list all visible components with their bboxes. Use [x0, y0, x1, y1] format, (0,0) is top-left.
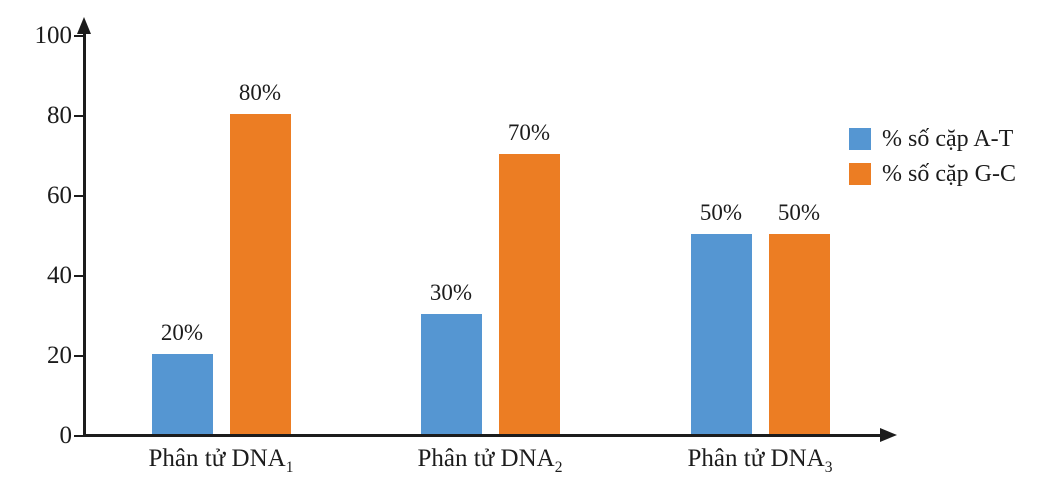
- bar-value-label: 70%: [507, 120, 551, 145]
- category-label: Phân tử DNA3: [630, 444, 890, 476]
- y-tick-mark: [74, 354, 83, 357]
- y-tick-label: 80: [47, 102, 72, 129]
- y-tick-mark: [74, 434, 83, 437]
- bar-scpA-T: [420, 314, 482, 434]
- bar-scpG-C: [768, 234, 830, 434]
- y-tick-label: 0: [59, 422, 73, 449]
- category-label-text: Phân tử DNA: [148, 445, 286, 472]
- y-tick-label: 40: [47, 262, 72, 289]
- category-label: Phân tử DNA1: [91, 444, 351, 476]
- legend-item: % số cặp G-C: [849, 161, 1016, 187]
- legend-item: % số cặp A-T: [849, 126, 1016, 152]
- category-label-subscript: 3: [824, 459, 833, 476]
- x-axis-arrowhead-icon: [880, 428, 897, 442]
- y-axis-arrowhead-icon: [77, 17, 91, 34]
- bar-value-label: 20%: [160, 320, 204, 345]
- y-tick-label: 20: [47, 342, 72, 369]
- y-tick-label: 100: [34, 22, 73, 49]
- y-tick-mark: [74, 114, 83, 117]
- legend-label: % số cặp G-C: [882, 161, 1016, 187]
- bar-scpA-T: [151, 354, 213, 434]
- bar-scpG-C: [229, 114, 291, 434]
- legend-swatch: [849, 163, 871, 185]
- category-label-subscript: 2: [554, 459, 563, 476]
- y-tick-mark: [74, 274, 83, 277]
- bar-value-label: 80%: [238, 80, 282, 105]
- y-tick-mark: [74, 34, 83, 37]
- x-axis-line: [83, 434, 881, 437]
- legend-label: % số cặp A-T: [882, 126, 1014, 152]
- category-label-text: Phân tử DNA: [417, 445, 555, 472]
- legend: % số cặp A-T % số cặp G-C: [849, 126, 1016, 196]
- category-label: Phân tử DNA2: [360, 444, 620, 476]
- bar-scpG-C: [498, 154, 560, 434]
- bar-scpA-T: [690, 234, 752, 434]
- y-tick-mark: [74, 194, 83, 197]
- category-label-text: Phân tử DNA: [687, 445, 825, 472]
- bar-value-label: 50%: [777, 200, 821, 225]
- category-label-subscript: 1: [285, 459, 294, 476]
- bar-value-label: 30%: [429, 280, 473, 305]
- y-axis-line: [83, 26, 86, 437]
- y-tick-label: 60: [47, 182, 72, 209]
- bar-value-label: 50%: [699, 200, 743, 225]
- legend-swatch: [849, 128, 871, 150]
